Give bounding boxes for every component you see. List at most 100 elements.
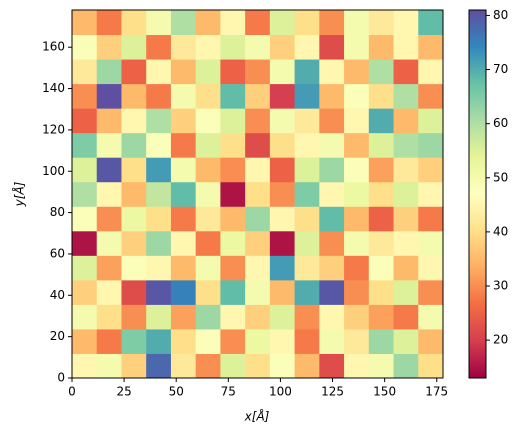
- heat-cell: [393, 304, 419, 330]
- heat-cell: [269, 108, 296, 134]
- heat-cell: [294, 328, 320, 354]
- heat-cell: [121, 230, 147, 256]
- heat-cell: [72, 59, 98, 85]
- plot-frame: [71, 9, 444, 379]
- heat-cell: [368, 206, 395, 232]
- heat-cell: [393, 157, 419, 183]
- heat-cell: [368, 304, 395, 330]
- heat-cell: [72, 10, 98, 36]
- heat-cell: [319, 304, 345, 330]
- heat-cell: [418, 108, 444, 134]
- heat-cell: [220, 157, 246, 183]
- heat-cell: [245, 255, 271, 281]
- heat-cell: [170, 132, 197, 158]
- heat-cell: [269, 206, 296, 232]
- heat-cell: [96, 108, 122, 134]
- heat-cell: [195, 34, 221, 60]
- colorbar-tick-label: 40: [493, 224, 508, 238]
- x-tick-label: 150: [373, 385, 396, 399]
- heat-cell: [96, 132, 122, 158]
- heat-cell: [220, 59, 246, 85]
- heat-cell: [121, 328, 147, 354]
- heat-cell: [294, 353, 320, 379]
- heat-cell: [245, 83, 271, 109]
- heat-cell: [72, 34, 98, 60]
- heat-cell: [245, 328, 271, 354]
- heat-cell: [245, 181, 271, 207]
- heat-cell: [146, 353, 172, 379]
- heat-cell: [368, 59, 395, 85]
- heat-cell: [72, 206, 98, 232]
- heat-cell: [146, 255, 172, 281]
- heat-cell: [393, 255, 419, 281]
- heat-cell: [146, 10, 172, 36]
- heat-cell: [195, 108, 221, 134]
- heat-cell: [72, 230, 98, 256]
- heat-cell: [294, 59, 320, 85]
- heat-cell: [96, 10, 122, 36]
- heat-cell: [96, 304, 122, 330]
- colorbar-tick-label: 70: [493, 62, 508, 76]
- colorbar: [468, 9, 487, 379]
- heat-cell: [170, 206, 197, 232]
- heat-cell: [72, 255, 98, 281]
- heat-cell: [294, 108, 320, 134]
- heat-cell: [220, 353, 246, 379]
- heat-cell: [418, 10, 444, 36]
- heat-cell: [72, 83, 98, 109]
- heat-cell: [146, 304, 172, 330]
- heat-cell: [121, 108, 147, 134]
- heat-cell: [195, 59, 221, 85]
- heat-cell: [121, 206, 147, 232]
- heat-cell: [393, 108, 419, 134]
- x-tick-label: 50: [169, 385, 184, 399]
- heat-cell: [220, 230, 246, 256]
- heat-cell: [220, 34, 246, 60]
- heat-cell: [368, 83, 395, 109]
- heat-cell: [294, 181, 320, 207]
- heat-cell: [121, 10, 147, 36]
- heat-cell: [393, 353, 419, 379]
- heat-cell: [195, 255, 221, 281]
- heat-cell: [121, 304, 147, 330]
- heat-cell: [170, 108, 197, 134]
- heat-cell: [269, 304, 296, 330]
- heat-cell: [170, 157, 197, 183]
- heat-cell: [195, 181, 221, 207]
- colorbar-tick-label: 80: [493, 8, 508, 22]
- heat-cell: [96, 255, 122, 281]
- colorbar-tick-label: 60: [493, 116, 508, 130]
- heat-cell: [72, 279, 98, 305]
- heat-cell: [170, 255, 197, 281]
- heat-cell: [195, 230, 221, 256]
- heat-cell: [319, 108, 345, 134]
- colorbar-tick-label: 50: [493, 170, 508, 184]
- heat-cell: [146, 59, 172, 85]
- heat-cell: [344, 181, 370, 207]
- heat-cell: [393, 34, 419, 60]
- heat-cell: [170, 10, 197, 36]
- heat-cell: [368, 230, 395, 256]
- heat-cell: [245, 108, 271, 134]
- heat-cell: [170, 230, 197, 256]
- y-tick-label: 140: [42, 81, 65, 95]
- heat-cell: [393, 132, 419, 158]
- heat-cell: [220, 181, 246, 207]
- heat-cell: [195, 206, 221, 232]
- heat-cell: [245, 132, 271, 158]
- heat-cell: [269, 59, 296, 85]
- heat-cell: [418, 59, 444, 85]
- heat-cell: [245, 157, 271, 183]
- heat-cell: [195, 304, 221, 330]
- heat-cell: [418, 255, 444, 281]
- heat-cell: [344, 304, 370, 330]
- heat-cell: [344, 353, 370, 379]
- y-tick-label: 0: [57, 371, 65, 385]
- heat-cell: [368, 132, 395, 158]
- heat-cell: [121, 157, 147, 183]
- heat-cell: [319, 59, 345, 85]
- heat-cell: [72, 328, 98, 354]
- y-tick-label: 100: [42, 164, 65, 178]
- heat-cell: [96, 279, 122, 305]
